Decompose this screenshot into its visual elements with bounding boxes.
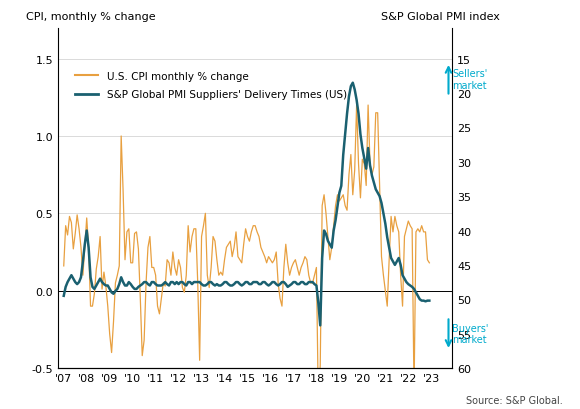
- Text: S&P Global PMI index: S&P Global PMI index: [381, 12, 500, 22]
- Text: CPI, monthly % change: CPI, monthly % change: [27, 12, 156, 22]
- Text: Source: S&P Global.: Source: S&P Global.: [466, 395, 563, 405]
- Legend: U.S. CPI monthly % change, S&P Global PMI Suppliers' Delivery Times (US): U.S. CPI monthly % change, S&P Global PM…: [71, 68, 351, 104]
- Text: Sellers'
market: Sellers' market: [452, 69, 488, 91]
- Text: Buyers'
market: Buyers' market: [452, 323, 489, 345]
